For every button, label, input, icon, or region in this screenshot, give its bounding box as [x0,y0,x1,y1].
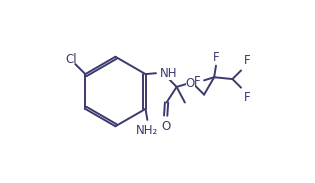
Text: F: F [244,91,251,104]
Text: O: O [186,77,195,90]
Text: O: O [161,120,170,133]
Text: NH₂: NH₂ [136,124,158,137]
Text: F: F [244,54,251,67]
Text: Cl: Cl [66,53,77,66]
Text: F: F [194,75,200,88]
Text: F: F [213,51,219,64]
Text: NH: NH [160,67,177,80]
